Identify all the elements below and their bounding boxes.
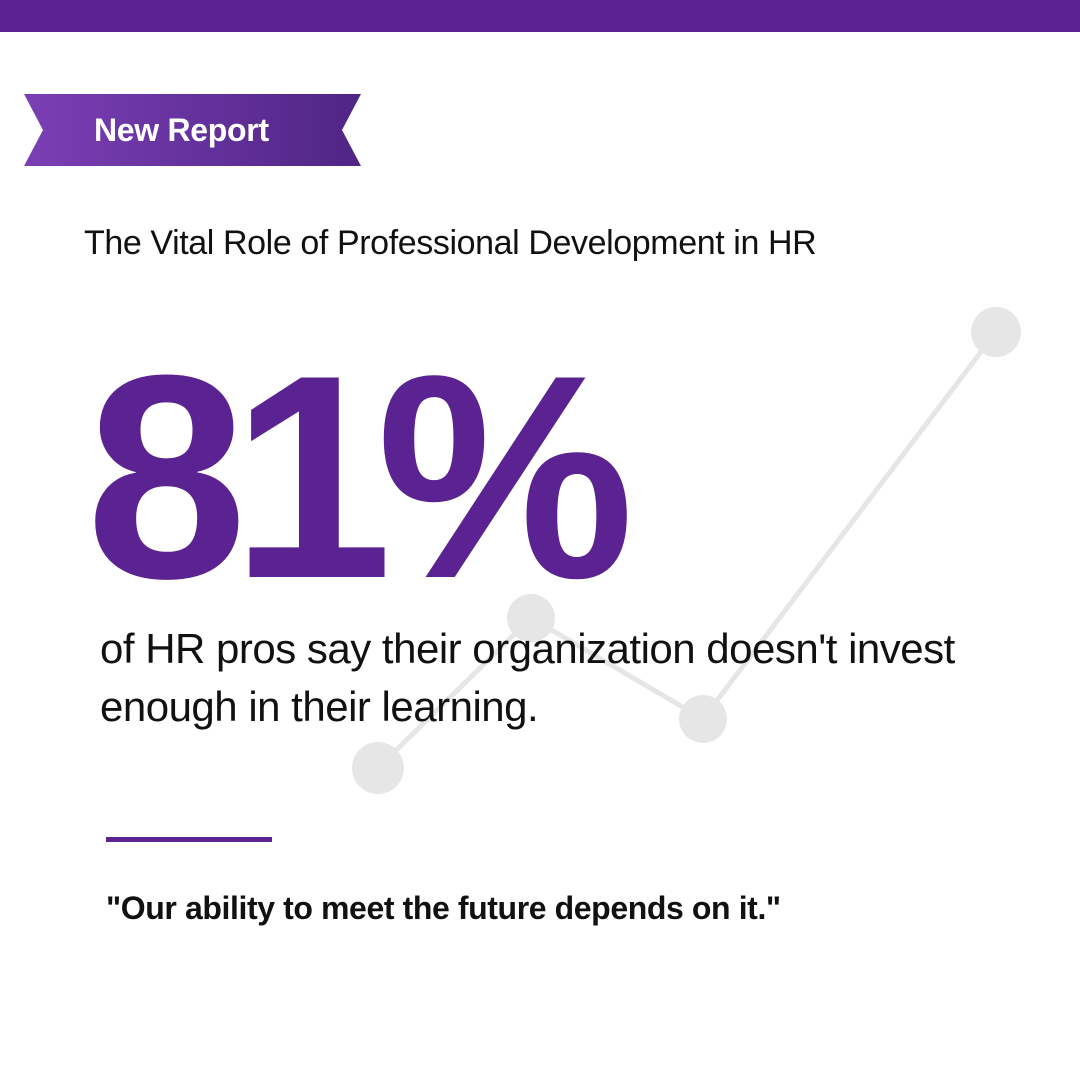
- graph-node-3: [679, 695, 727, 743]
- graph-node-1: [352, 742, 404, 794]
- graph-node-4: [971, 307, 1021, 357]
- new-report-badge: New Report: [24, 94, 361, 166]
- top-accent-bar: [0, 0, 1080, 32]
- report-subtitle: The Vital Role of Professional Developme…: [84, 224, 817, 262]
- badge-label: New Report: [94, 112, 269, 148]
- statistic-description: of HR pros say their organization doesn'…: [100, 625, 955, 730]
- ribbon-banner-icon: [24, 94, 361, 166]
- divider-line: [106, 837, 272, 842]
- headline-statistic: 81%: [86, 315, 634, 639]
- graph-node-2: [507, 594, 555, 642]
- pull-quote: "Our ability to meet the future depends …: [106, 890, 781, 926]
